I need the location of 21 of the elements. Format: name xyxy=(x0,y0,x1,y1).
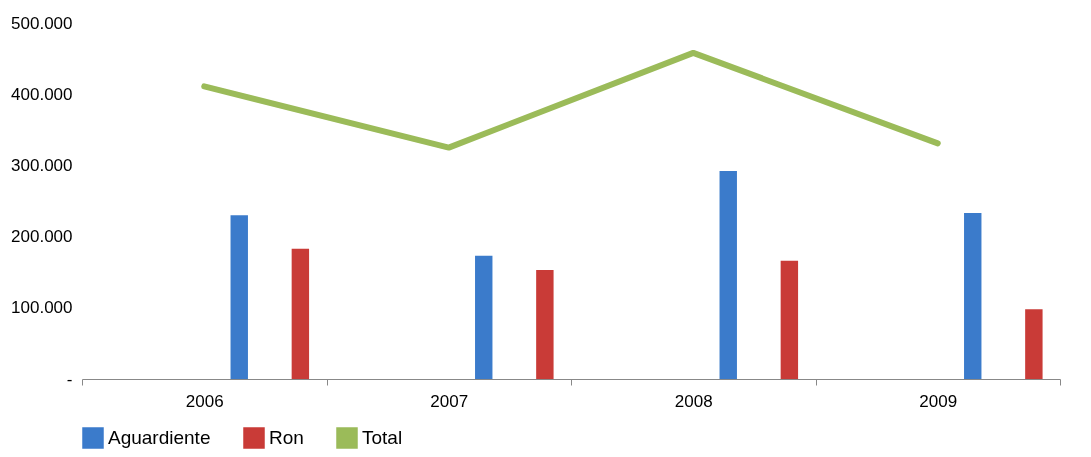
x-tick-label: 2008 xyxy=(674,391,713,411)
legend-label: Aguardiente xyxy=(108,427,211,448)
bar xyxy=(475,255,493,379)
y-tick-label: 500.000 xyxy=(11,13,73,33)
bar xyxy=(230,215,248,379)
bar xyxy=(780,260,799,379)
y-tick-label: 200.000 xyxy=(11,227,73,247)
bar xyxy=(291,248,310,379)
x-tick-label: 2007 xyxy=(430,391,469,411)
bar xyxy=(1025,309,1043,379)
bar xyxy=(964,213,982,379)
x-tick-label: 2009 xyxy=(919,391,958,411)
y-tick-label: 100.000 xyxy=(11,298,73,318)
legend-label: Ron xyxy=(269,427,304,448)
bar xyxy=(719,171,737,379)
y-tick-label: 300.000 xyxy=(11,155,73,175)
legend-label: Total xyxy=(362,427,403,448)
y-tick-label: - xyxy=(66,369,73,389)
x-tick-label: 2006 xyxy=(185,391,224,411)
y-tick-label: 400.000 xyxy=(11,84,73,104)
bar xyxy=(536,270,554,379)
